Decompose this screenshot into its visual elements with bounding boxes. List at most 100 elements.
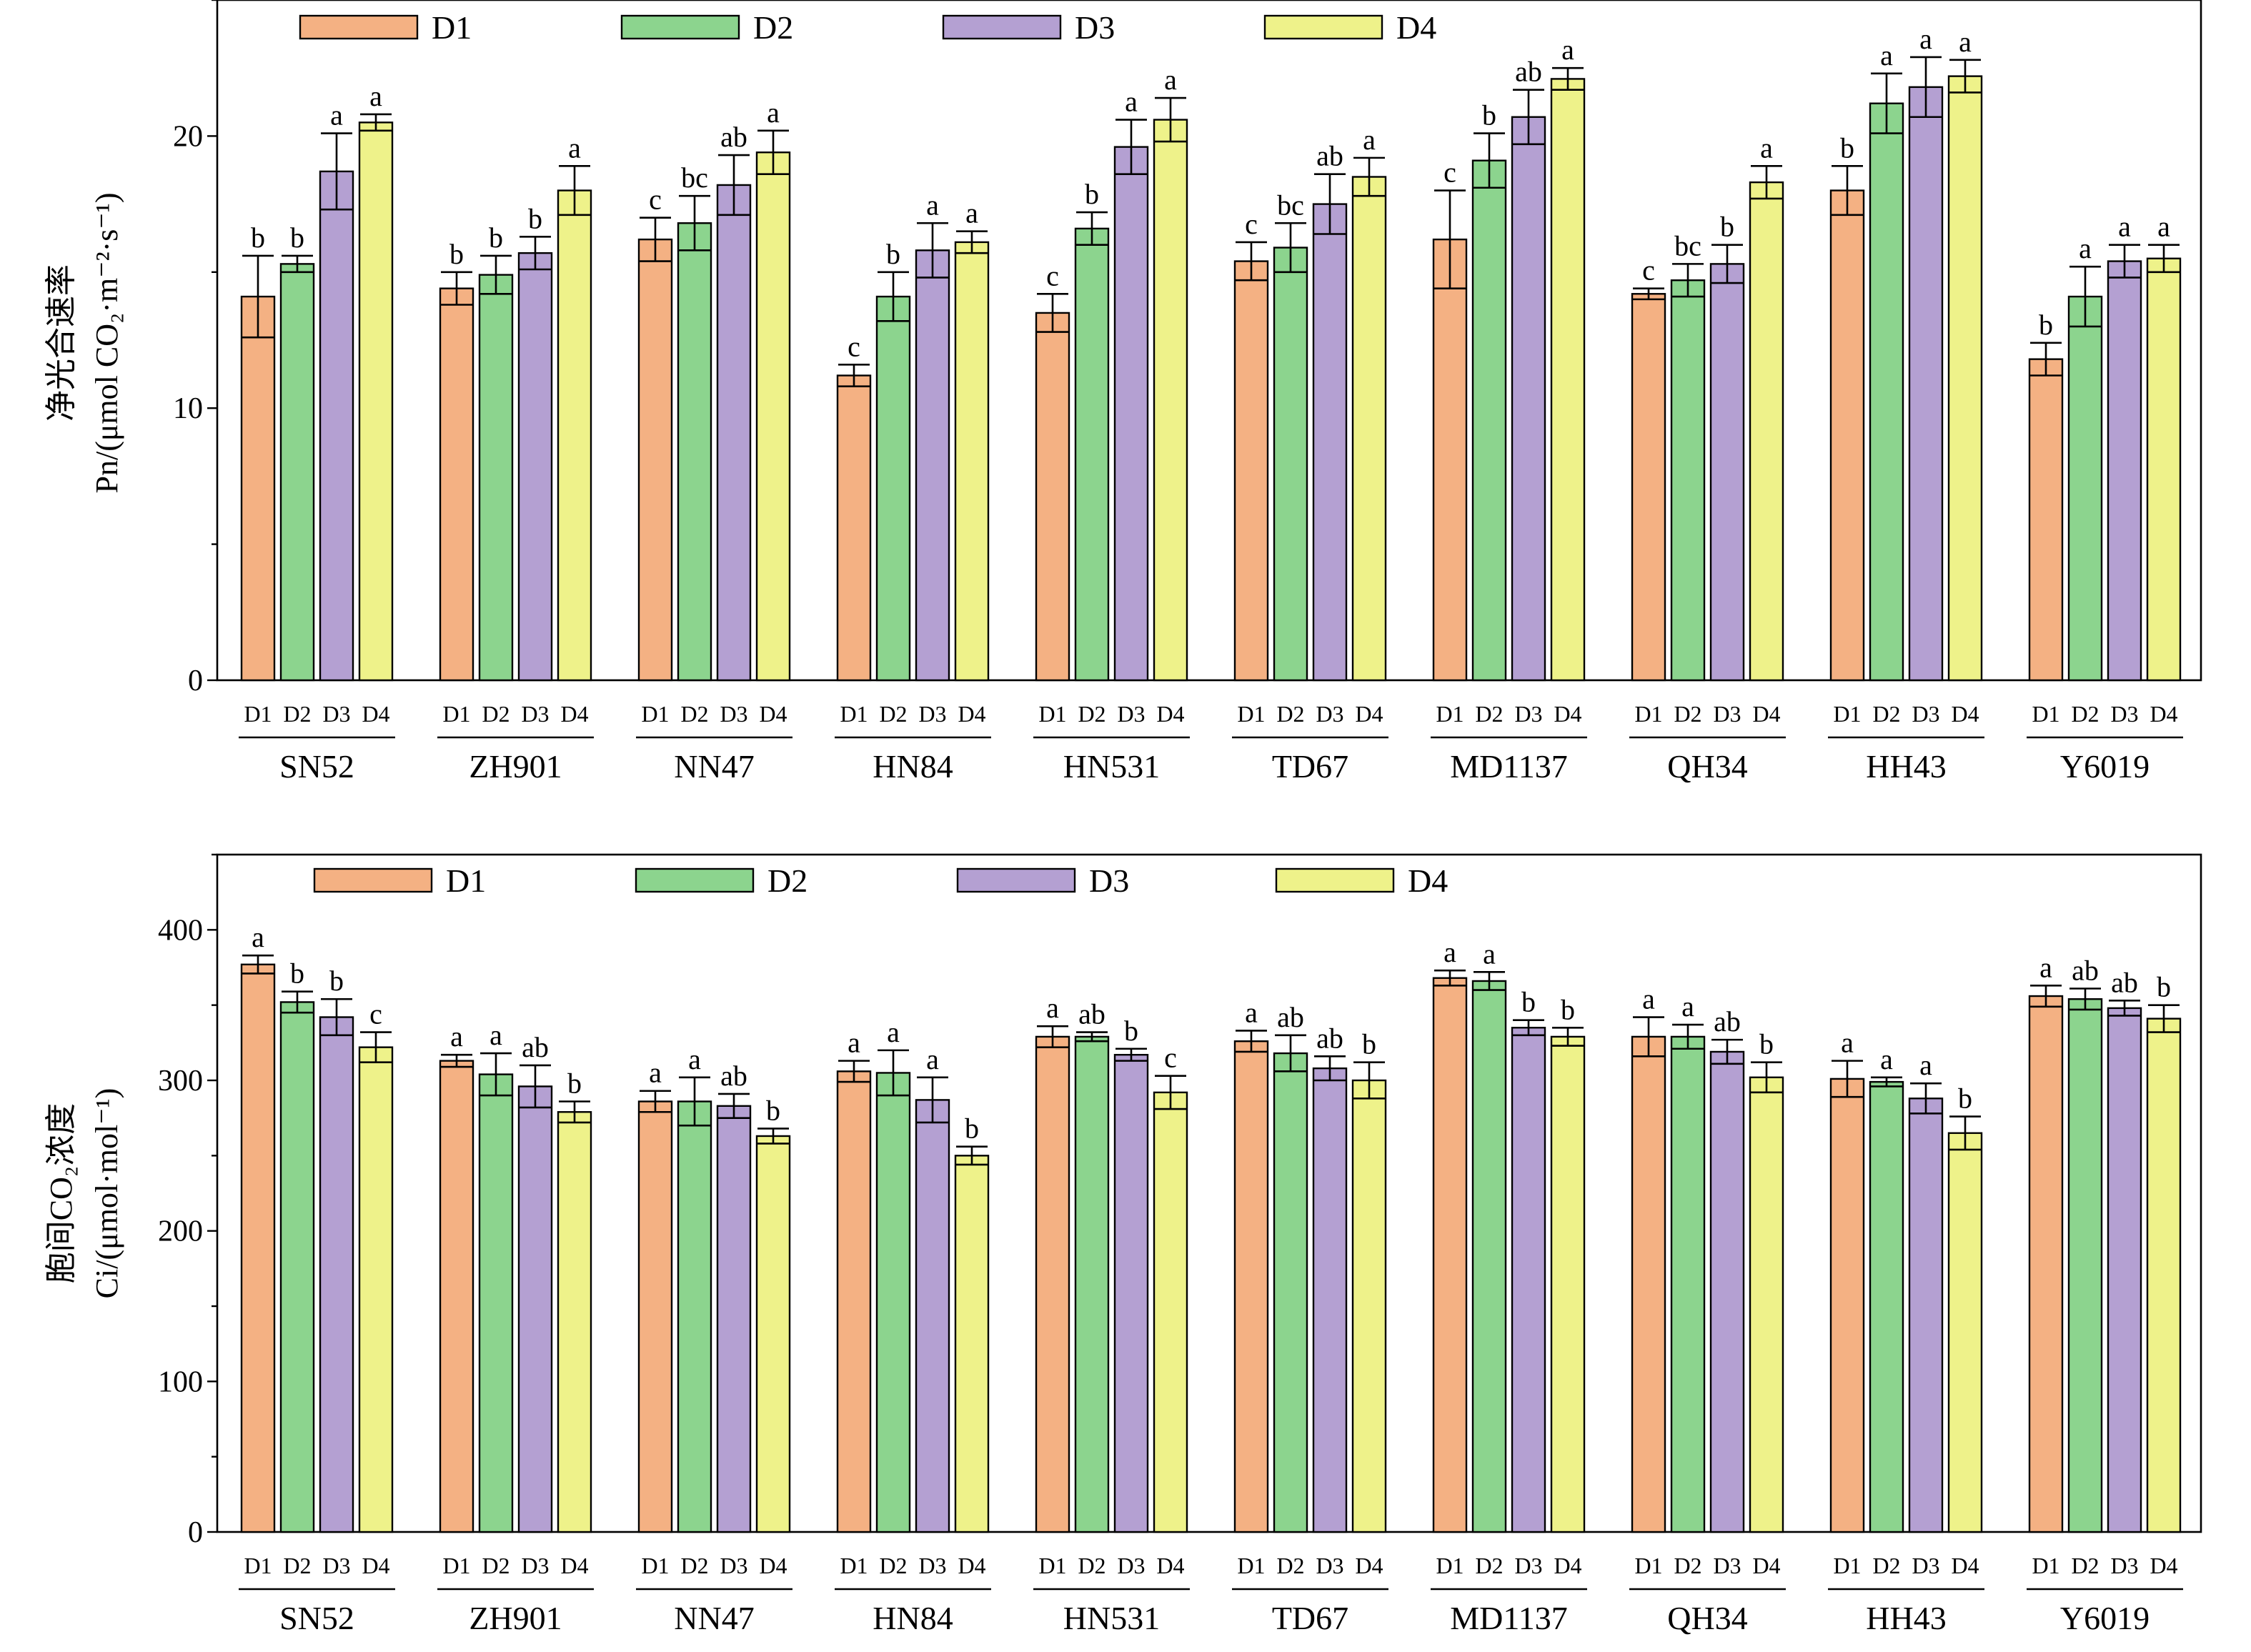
ci-sub-label: D2 <box>1078 1553 1105 1578</box>
ci-sub-label: D2 <box>283 1553 311 1578</box>
pn-significance-letter: a <box>965 197 978 229</box>
pn-legend-swatch-d2 <box>620 14 740 40</box>
pn-bar-hn531-d2 <box>1074 227 1110 682</box>
ci-sub-label: D4 <box>1355 1553 1383 1578</box>
pn-bar-qh34-d3 <box>1709 263 1745 682</box>
pn-sub-label: D1 <box>1237 701 1265 727</box>
pn-sub-label: D2 <box>1872 701 1900 727</box>
ci-sub-label: D4 <box>1554 1553 1581 1578</box>
pn-bar-hn531-d3 <box>1113 146 1149 682</box>
ci-bar-hh43-d4 <box>1947 1132 1983 1533</box>
ci-sub-label: D3 <box>322 1553 350 1578</box>
pn-bar-td67-d3 <box>1312 203 1348 682</box>
pn-category-label-md1137: MD1137 <box>1450 748 1567 785</box>
ci-bar-td67-d3 <box>1312 1067 1348 1533</box>
ci-y-axis-title-cn: 胞间CO₂浓度 <box>44 1103 79 1283</box>
ci-category-label-td67: TD67 <box>1272 1600 1348 1636</box>
pn-significance-letter: a <box>2157 211 2170 243</box>
pn-sub-label: D4 <box>2150 701 2177 727</box>
pn-legend-swatch-d4 <box>1263 14 1383 40</box>
ci-bar-td67-d1 <box>1233 1040 1269 1533</box>
pn-significance-letter: a <box>1880 39 1893 71</box>
pn-significance-letter: a <box>2118 211 2131 243</box>
ci-bar-y6019-d3 <box>2107 1007 2142 1533</box>
ci-significance-letter: a <box>1880 1043 1893 1075</box>
ci-significance-letter: b <box>329 965 344 997</box>
pn-bar-sn52-d1 <box>240 295 276 682</box>
ci-sub-label: D3 <box>2110 1553 2138 1578</box>
ci-significance-letter: a <box>848 1027 860 1059</box>
ci-sub-label: D3 <box>1912 1553 1939 1578</box>
pn-significance-letter: b <box>251 222 265 254</box>
ci-bar-nn47-d3 <box>716 1105 752 1533</box>
pn-sub-label: D3 <box>1713 701 1741 727</box>
pn-sub-label: D4 <box>1355 701 1383 727</box>
pn-sub-label: D2 <box>1674 701 1701 727</box>
ci-bar-hh43-d1 <box>1829 1078 1865 1533</box>
ci-sub-label: D1 <box>442 1553 470 1578</box>
ci-sub-label: D3 <box>720 1553 747 1578</box>
pn-significance-letter: bc <box>681 161 708 194</box>
ci-significance-letter: b <box>1124 1015 1138 1047</box>
ci-legend-swatch-d3 <box>956 867 1076 893</box>
pn-sub-label: D4 <box>1752 701 1780 727</box>
pn-significance-letter: b <box>449 238 464 270</box>
pn-bar-hh43-d4 <box>1947 75 1983 682</box>
pn-bar-hn84-d2 <box>875 295 911 682</box>
pn-y-tick-label: 10 <box>173 392 203 425</box>
pn-significance-letter: a <box>1959 26 1972 58</box>
ci-category-label-nn47: NN47 <box>674 1600 754 1636</box>
pn-sub-label: D3 <box>521 701 549 727</box>
ci-bar-zh901-d3 <box>517 1085 553 1533</box>
pn-y-axis-title: Pn/(μmol CO₂·m⁻²·s⁻¹) <box>89 193 124 494</box>
ci-significance-letter: c <box>369 998 382 1030</box>
pn-sub-label: D3 <box>918 701 946 727</box>
ci-bar-zh901-d4 <box>557 1111 592 1533</box>
ci-bar-y6019-d1 <box>2028 995 2064 1533</box>
pn-significance-letter: b <box>1085 178 1099 210</box>
pn-bar-td67-d4 <box>1351 176 1387 682</box>
ci-significance-letter: ab <box>522 1031 549 1063</box>
pn-bar-hn531-d4 <box>1153 119 1188 682</box>
ci-bar-hn84-d3 <box>915 1099 950 1533</box>
ci-bar-nn47-d2 <box>677 1100 712 1533</box>
pn-significance-letter: b <box>1720 211 1734 243</box>
pn-sub-label: D1 <box>1436 701 1464 727</box>
ci-sub-label: D3 <box>1514 1553 1542 1578</box>
ci-category-label-y6019: Y6019 <box>2060 1600 2150 1636</box>
ci-y-tick-label: 0 <box>188 1516 203 1549</box>
pn-sub-label: D2 <box>482 701 510 727</box>
ci-significance-letter: a <box>450 1020 463 1053</box>
ci-sub-label: D2 <box>1674 1553 1701 1578</box>
ci-legend-label-d4: D4 <box>1408 862 1448 899</box>
ci-sub-label: D3 <box>1316 1553 1343 1578</box>
pn-sub-label: D4 <box>560 701 588 727</box>
pn-bar-y6019-d4 <box>2146 257 2182 682</box>
ci-bar-qh34-d1 <box>1631 1035 1666 1533</box>
ci-bar-hn531-d4 <box>1153 1091 1188 1533</box>
ci-significance-letter: a <box>1245 996 1258 1028</box>
pn-significance-letter: b <box>489 222 503 254</box>
ci-sub-label: D1 <box>1436 1553 1464 1578</box>
ci-significance-letter: a <box>887 1016 900 1048</box>
ci-significance-letter: a <box>1443 936 1456 968</box>
ci-significance-letter: b <box>290 957 304 990</box>
pn-significance-letter: a <box>926 189 939 221</box>
ci-bar-hh43-d2 <box>1869 1080 1904 1533</box>
ci-bar-hh43-d3 <box>1908 1098 1944 1533</box>
ci-sub-label: D2 <box>2071 1553 2099 1578</box>
ci-legend-swatch-d4 <box>1275 867 1395 893</box>
ci-legend-label-d3: D3 <box>1089 862 1129 899</box>
pn-bar-qh34-d2 <box>1670 279 1706 682</box>
ci-significance-letter: a <box>1919 1049 1932 1081</box>
pn-sub-label: D2 <box>879 701 907 727</box>
pn-significance-letter: a <box>1164 64 1177 96</box>
ci-bar-y6019-d4 <box>2146 1017 2182 1533</box>
pn-sub-label: D4 <box>958 701 985 727</box>
ci-significance-letter: ab <box>1078 998 1105 1030</box>
pn-bar-hn84-d4 <box>954 241 990 682</box>
ci-significance-letter: a <box>688 1043 701 1075</box>
pn-significance-letter: a <box>1919 23 1932 55</box>
pn-legend-label-d2: D2 <box>753 9 793 46</box>
pn-bar-md1137-d1 <box>1432 238 1468 682</box>
